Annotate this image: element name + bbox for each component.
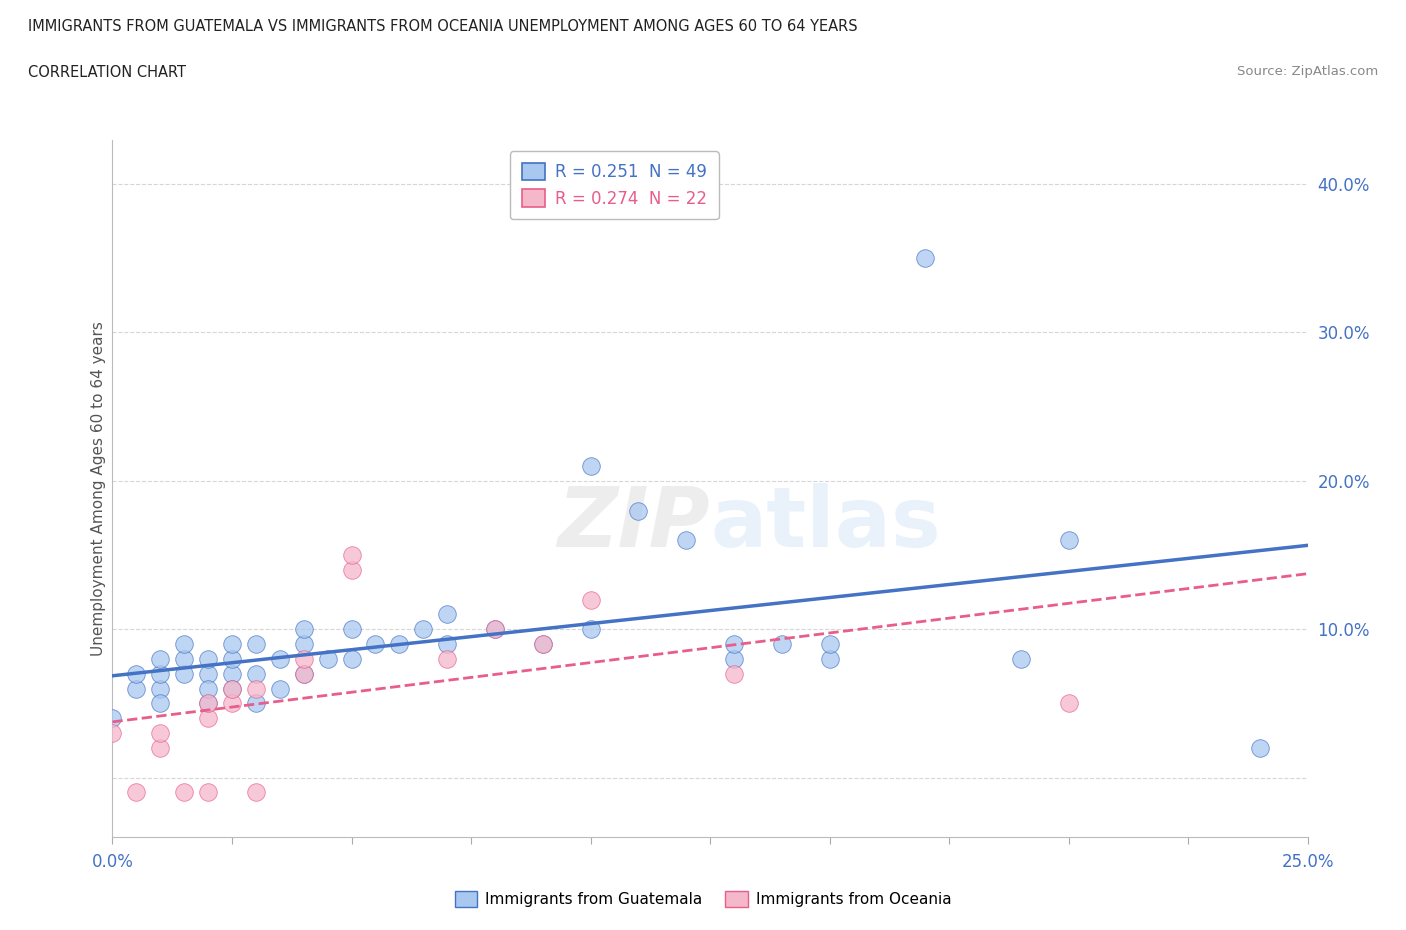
Point <box>292 652 315 667</box>
Point <box>484 622 506 637</box>
Point <box>1057 533 1080 548</box>
Point <box>173 785 195 800</box>
Point <box>292 666 315 681</box>
Point <box>125 666 148 681</box>
Text: atlas: atlas <box>710 483 941 564</box>
Point <box>221 681 243 696</box>
Point <box>197 696 219 711</box>
Point <box>197 681 219 696</box>
Point <box>436 607 458 622</box>
Text: CORRELATION CHART: CORRELATION CHART <box>28 65 186 80</box>
Point <box>245 785 267 800</box>
Point <box>197 711 219 725</box>
Point <box>675 533 697 548</box>
Point <box>245 666 267 681</box>
Point <box>149 696 172 711</box>
Point <box>292 666 315 681</box>
Point <box>340 652 363 667</box>
Point <box>149 652 172 667</box>
Point <box>484 622 506 637</box>
Point <box>723 652 745 667</box>
Text: 0.0%: 0.0% <box>91 853 134 870</box>
Point <box>531 637 554 652</box>
Point <box>364 637 387 652</box>
Point <box>340 563 363 578</box>
Point <box>245 696 267 711</box>
Point <box>1249 740 1271 755</box>
Point <box>436 652 458 667</box>
Point <box>340 622 363 637</box>
Y-axis label: Unemployment Among Ages 60 to 64 years: Unemployment Among Ages 60 to 64 years <box>91 321 105 656</box>
Point <box>269 652 291 667</box>
Point <box>221 637 243 652</box>
Point <box>292 637 315 652</box>
Point <box>579 592 602 607</box>
Point <box>173 637 195 652</box>
Point <box>125 681 148 696</box>
Text: 25.0%: 25.0% <box>1281 853 1334 870</box>
Point <box>579 458 602 473</box>
Point <box>436 637 458 652</box>
Point <box>149 725 172 740</box>
Point <box>197 696 219 711</box>
Point <box>627 503 650 518</box>
Point <box>125 785 148 800</box>
Text: IMMIGRANTS FROM GUATEMALA VS IMMIGRANTS FROM OCEANIA UNEMPLOYMENT AMONG AGES 60 : IMMIGRANTS FROM GUATEMALA VS IMMIGRANTS … <box>28 19 858 33</box>
Point <box>818 652 841 667</box>
Point <box>340 548 363 563</box>
Legend: Immigrants from Guatemala, Immigrants from Oceania: Immigrants from Guatemala, Immigrants fr… <box>449 884 957 913</box>
Point <box>173 666 195 681</box>
Point <box>197 666 219 681</box>
Point <box>723 666 745 681</box>
Point <box>101 711 124 725</box>
Point <box>173 652 195 667</box>
Point <box>412 622 434 637</box>
Point <box>914 251 936 266</box>
Point <box>245 637 267 652</box>
Point <box>1010 652 1032 667</box>
Point <box>316 652 339 667</box>
Point <box>531 637 554 652</box>
Point <box>388 637 411 652</box>
Text: Source: ZipAtlas.com: Source: ZipAtlas.com <box>1237 65 1378 78</box>
Point <box>149 740 172 755</box>
Point <box>818 637 841 652</box>
Point <box>292 622 315 637</box>
Point <box>149 666 172 681</box>
Point <box>269 681 291 696</box>
Point <box>1057 696 1080 711</box>
Point <box>221 666 243 681</box>
Point <box>245 681 267 696</box>
Point <box>770 637 793 652</box>
Point <box>197 652 219 667</box>
Point <box>579 622 602 637</box>
Legend: R = 0.251  N = 49, R = 0.274  N = 22: R = 0.251 N = 49, R = 0.274 N = 22 <box>510 152 718 219</box>
Point <box>149 681 172 696</box>
Point <box>221 696 243 711</box>
Point <box>197 785 219 800</box>
Point <box>221 681 243 696</box>
Point <box>101 725 124 740</box>
Text: ZIP: ZIP <box>557 483 710 564</box>
Point <box>723 637 745 652</box>
Point <box>221 652 243 667</box>
